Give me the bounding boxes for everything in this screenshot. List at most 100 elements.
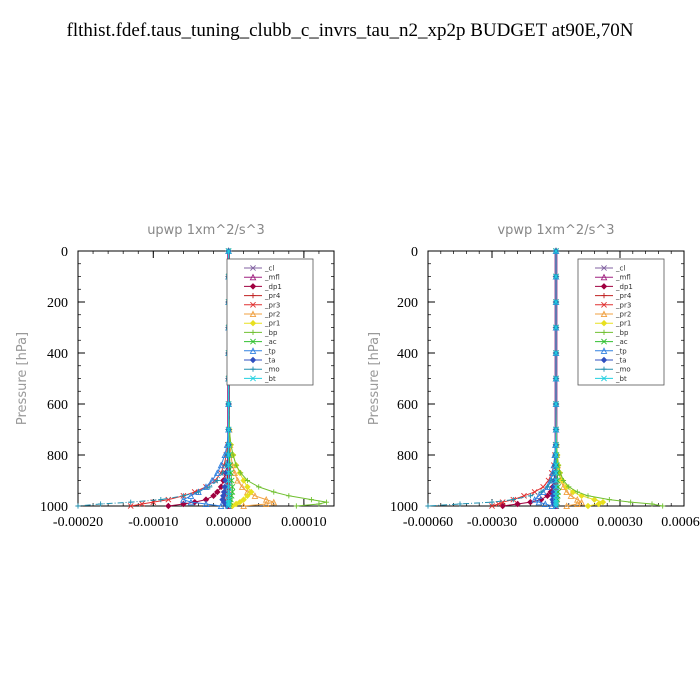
data-point <box>584 502 592 510</box>
data-point <box>222 462 229 468</box>
x-tick-label: 0.00060 <box>661 515 700 530</box>
data-point <box>563 488 570 496</box>
legend-label: _ac <box>615 338 628 346</box>
data-point <box>595 500 602 508</box>
y-tick-label: 1000 <box>40 500 68 515</box>
data-point <box>527 493 533 499</box>
data-point <box>591 496 598 503</box>
data-point <box>236 498 244 506</box>
series-line <box>427 251 557 507</box>
legend-label: _ta <box>615 357 627 365</box>
legend-marker <box>600 283 608 290</box>
legend-label: _pr3 <box>615 301 631 309</box>
data-point <box>308 497 315 503</box>
data-point <box>599 498 607 506</box>
legend-label: _pr3 <box>264 301 280 309</box>
data-point <box>293 503 299 509</box>
y-tick-label: 200 <box>397 296 418 311</box>
legend: _cl_mfl_dp1_pr4_pr3_pr2_pr1_bp_ac_tp_ta_… <box>226 258 314 386</box>
legend-label: _mo <box>264 366 280 374</box>
data-point <box>217 461 225 469</box>
data-point <box>214 477 220 484</box>
y-tick-label: 0 <box>411 245 418 260</box>
data-point <box>544 484 551 490</box>
data-point <box>549 477 555 484</box>
data-point <box>563 502 570 510</box>
legend-label: _pr2 <box>615 311 631 319</box>
data-point <box>225 501 232 507</box>
data-point <box>553 273 559 280</box>
data-point <box>542 500 549 508</box>
data-point <box>225 426 232 433</box>
series-line <box>491 251 557 507</box>
series-pr3 <box>489 248 559 509</box>
data-point <box>649 501 655 507</box>
data-point <box>574 500 581 508</box>
y-tick-label: 400 <box>397 347 418 362</box>
legend-marker <box>601 338 607 345</box>
y-tick-label: 600 <box>397 398 418 413</box>
series-mo <box>425 248 559 509</box>
legend-marker <box>601 329 607 335</box>
data-point <box>499 502 506 510</box>
legend-box <box>226 258 314 386</box>
legend-label: _tp <box>264 347 276 355</box>
legend-marker <box>249 319 257 327</box>
series-bt <box>553 248 559 509</box>
y-tick-label: 400 <box>47 347 68 362</box>
data-point <box>553 501 559 507</box>
series-dp1 <box>499 247 560 510</box>
data-point <box>225 248 232 254</box>
data-point <box>240 502 247 510</box>
x-tick-label: -0.00030 <box>467 515 517 530</box>
data-point <box>240 496 247 503</box>
data-point <box>180 493 187 499</box>
legend-label: _pr4 <box>615 292 632 300</box>
legend-marker <box>250 375 256 382</box>
data-point <box>128 499 134 505</box>
data-point <box>227 469 234 476</box>
data-point <box>230 452 236 458</box>
data-point <box>425 503 431 509</box>
y-tick-label: 0 <box>61 245 68 260</box>
data-point <box>256 484 262 490</box>
data-point <box>553 426 559 433</box>
data-point <box>557 470 563 476</box>
data-point <box>535 498 543 506</box>
data-point <box>538 489 544 495</box>
data-point <box>574 489 580 495</box>
legend-marker <box>601 375 607 382</box>
data-point <box>457 501 463 507</box>
data-point <box>553 452 559 458</box>
legend-marker <box>601 265 607 271</box>
data-point <box>552 452 558 458</box>
data-point <box>286 493 292 499</box>
data-point <box>495 501 502 507</box>
data-point <box>531 496 538 503</box>
legend-marker <box>250 329 256 335</box>
y-tick-label: 600 <box>47 398 68 413</box>
data-point <box>271 489 277 495</box>
data-point <box>510 497 516 503</box>
data-point <box>270 498 278 506</box>
legend-label: _bt <box>264 375 276 383</box>
data-point <box>214 488 221 496</box>
data-point <box>219 470 226 476</box>
data-point <box>244 477 251 484</box>
series-pr3 <box>127 248 232 509</box>
data-point <box>553 496 559 503</box>
legend-label: _ta <box>264 357 276 365</box>
data-point <box>195 489 202 495</box>
panel-2: vpwp 1xm^2/s^3 Pressure [hPa] 0 200 400 600 80… <box>367 223 700 530</box>
data-point <box>606 497 612 503</box>
legend-label: _pr1 <box>264 320 280 328</box>
series-dp1 <box>165 247 232 510</box>
data-point <box>489 503 495 509</box>
data-point <box>207 484 213 490</box>
data-point <box>225 477 232 484</box>
data-point <box>553 375 559 382</box>
legend-marker <box>600 347 608 354</box>
legend-marker <box>250 301 256 308</box>
y-axis-label: Pressure [hPa] <box>367 332 382 425</box>
